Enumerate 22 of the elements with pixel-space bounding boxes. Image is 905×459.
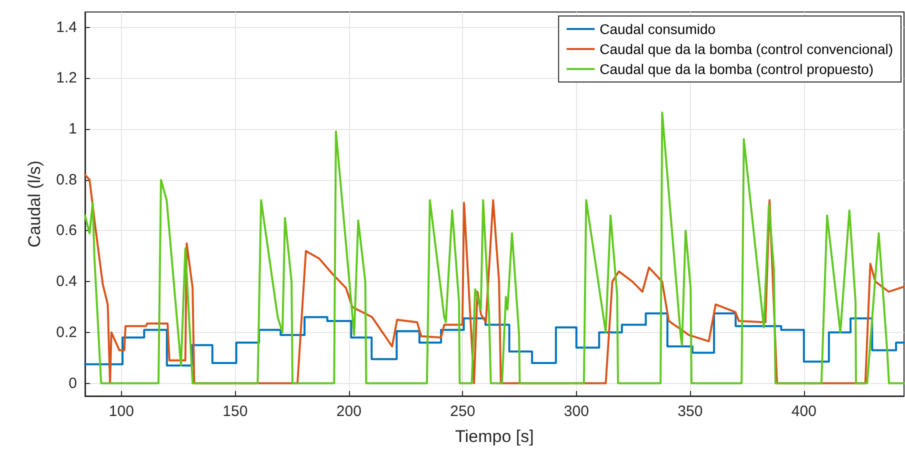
y-tick-label: 0.4 <box>56 273 77 290</box>
y-tick-label: 0.8 <box>56 171 77 188</box>
y-tick-label: 0.2 <box>56 324 77 341</box>
legend-label: Caudal que da la bomba (control convencional) <box>600 41 893 57</box>
x-tick-label: 150 <box>222 403 248 420</box>
y-tick-label: 0 <box>68 374 77 392</box>
y-axis-title: Caudal (l/s) <box>25 160 44 248</box>
x-tick-label: 100 <box>108 403 134 420</box>
y-tick-label: 1 <box>68 120 77 138</box>
x-axis-title: Tiempo [s] <box>455 427 534 446</box>
legend-label: Caudal consumido <box>600 21 716 37</box>
legend-label: Caudal que da la bomba (control propuesto) <box>600 61 874 77</box>
y-tick-label: 1.2 <box>56 70 77 87</box>
x-tick-label: 400 <box>791 403 816 420</box>
x-tick-label: 250 <box>450 403 476 420</box>
x-tick-label: 200 <box>336 403 362 420</box>
x-tick-label: 300 <box>564 403 589 420</box>
y-tick-label: 0.6 <box>56 222 77 240</box>
y-tick-label: 1.4 <box>56 18 77 36</box>
line-series <box>84 111 905 384</box>
line-series <box>84 174 905 384</box>
x-tick-label: 350 <box>678 403 703 420</box>
